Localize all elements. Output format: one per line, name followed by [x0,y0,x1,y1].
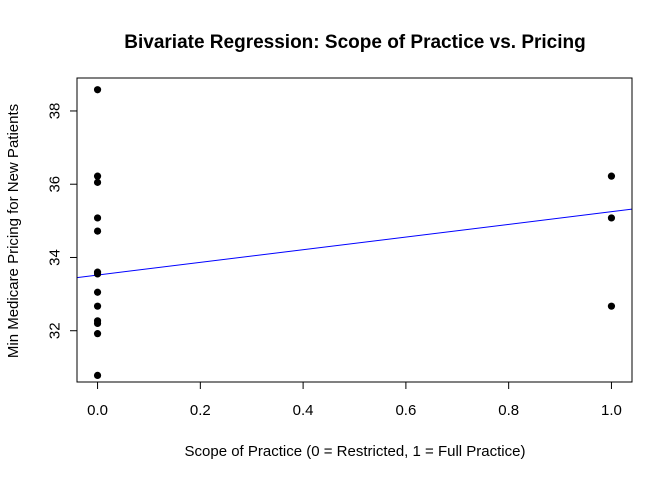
data-point [93,227,102,235]
y-axis-label: Min Medicare Pricing for New Patients [5,104,22,358]
data-point [93,86,102,94]
y-tick-label: 36 [47,176,64,193]
data-point [93,302,102,310]
chart-title: Bivariate Regression: Scope of Practice … [124,32,585,53]
x-tick-label: 0.0 [87,402,108,419]
data-point [93,270,102,278]
data-point [607,214,616,222]
data-point [93,178,102,186]
plot-box [76,77,633,383]
x-tick-label: 1.0 [601,402,622,419]
data-point [93,371,102,380]
regression-line [77,208,632,279]
x-tick-label: 0.2 [190,402,211,419]
x-tick-label: 0.8 [498,402,519,419]
x-tick-label: 0.4 [293,402,314,419]
data-point [93,288,102,296]
y-tick-label: 34 [47,249,64,266]
y-tick-label: 32 [47,322,64,339]
x-tick-label: 0.6 [395,402,416,419]
data-point [93,330,102,338]
plot-area [77,86,632,380]
y-tick-label: 38 [47,103,64,120]
data-point [607,172,616,180]
data-point [607,302,616,310]
x-axis-label: Scope of Practice (0 = Restricted, 1 = F… [185,443,526,460]
data-point [93,214,102,222]
x-axis: 0.0 0.2 0.4 0.6 0.8 1.0 [87,381,622,419]
data-point [93,172,102,180]
y-axis: 32 34 36 38 [47,103,78,339]
data-point [93,319,102,327]
